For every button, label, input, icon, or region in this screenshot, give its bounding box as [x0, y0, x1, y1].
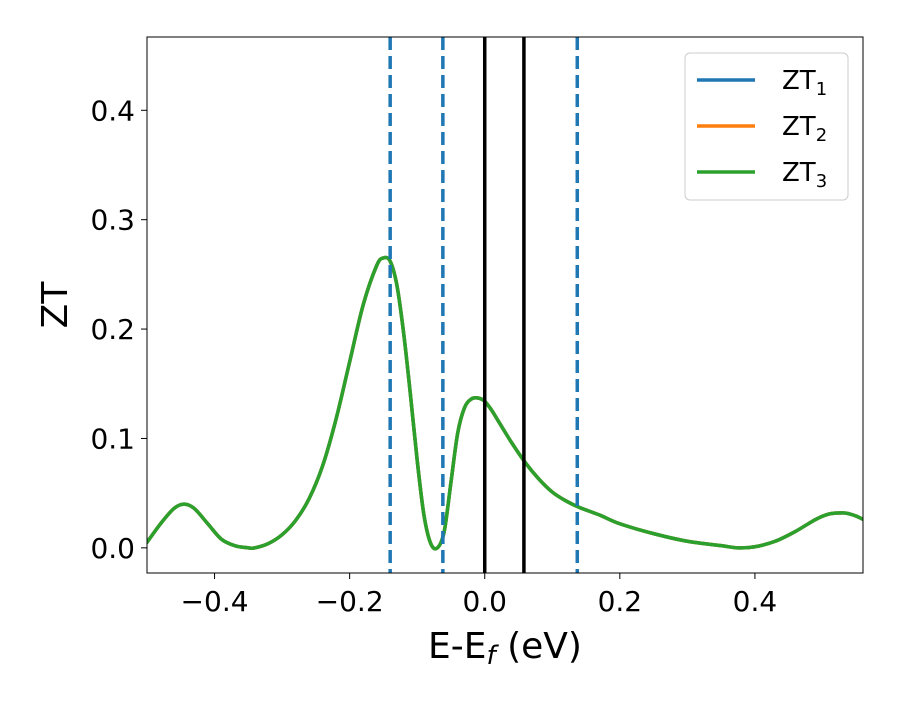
legend-label-zt2: ZT2: [782, 112, 827, 146]
x-tick-label-4: 0.4: [733, 585, 778, 618]
y-axis-ticks: 0.0 0.1 0.2 0.3 0.4: [90, 94, 147, 565]
series-line-zt2: [147, 255, 863, 551]
plot-frame: [146, 36, 864, 574]
y-tick-label-3: 0.3: [90, 204, 135, 237]
plot-area: [147, 37, 863, 573]
x-tick-label-2: 0.0: [462, 585, 507, 618]
legend-label-zt1: ZT1: [782, 66, 827, 100]
x-tick-label-0: −0.4: [181, 585, 249, 618]
y-axis-label: ZT: [35, 281, 76, 329]
x-axis-label: E-Ef (eV): [428, 626, 582, 671]
y-tick-label-1: 0.1: [90, 422, 135, 455]
x-axis-ticks: −0.4 −0.2 0.0 0.2 0.4: [181, 573, 778, 618]
series-line-zt1: [147, 255, 863, 551]
x-tick-label-3: 0.2: [598, 585, 643, 618]
y-tick-label-0: 0.0: [90, 532, 135, 565]
chart-marks: [147, 37, 863, 573]
legend-box: [684, 52, 849, 201]
series-line-zt3: [147, 255, 863, 551]
x-tick-label-1: −0.2: [316, 585, 384, 618]
y-tick-label-2: 0.2: [90, 313, 135, 346]
legend-label-zt3: ZT3: [782, 158, 827, 192]
y-tick-label-4: 0.4: [90, 94, 135, 127]
legend: ZT1 ZT2 ZT3: [684, 52, 849, 201]
